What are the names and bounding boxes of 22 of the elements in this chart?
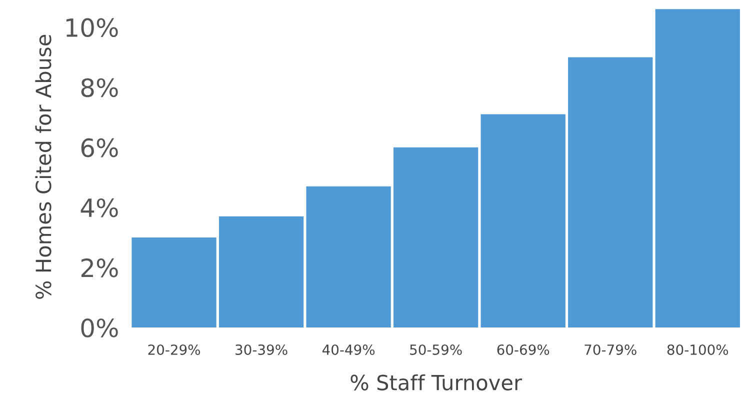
y-tick-label: 2% <box>81 258 118 278</box>
bar <box>568 57 653 328</box>
y-axis-title: % Homes Cited for Abuse <box>35 34 52 299</box>
y-tick-label: 6% <box>81 138 118 158</box>
x-tick-label: 60-69% <box>497 344 550 355</box>
bar <box>132 237 216 328</box>
y-tick-label: 0% <box>81 318 118 338</box>
y-tick-label: 10% <box>66 18 118 38</box>
bar <box>306 186 391 328</box>
x-tick-label: 30-39% <box>236 344 288 355</box>
x-tick-label: 50-59% <box>410 344 462 355</box>
bar <box>480 114 566 328</box>
y-tick-label: 8% <box>81 78 118 98</box>
x-tick-label: 80-100% <box>667 344 728 355</box>
y-tick-label: 4% <box>80 198 118 218</box>
bar <box>655 9 740 328</box>
x-axis-title: % Staff Turnover <box>350 374 522 390</box>
bar <box>218 216 304 328</box>
x-tick-label: 20-29% <box>148 344 200 355</box>
x-tick-label: 70-79% <box>584 344 636 355</box>
x-tick-label: 40-49% <box>322 344 375 355</box>
bar <box>394 147 478 328</box>
